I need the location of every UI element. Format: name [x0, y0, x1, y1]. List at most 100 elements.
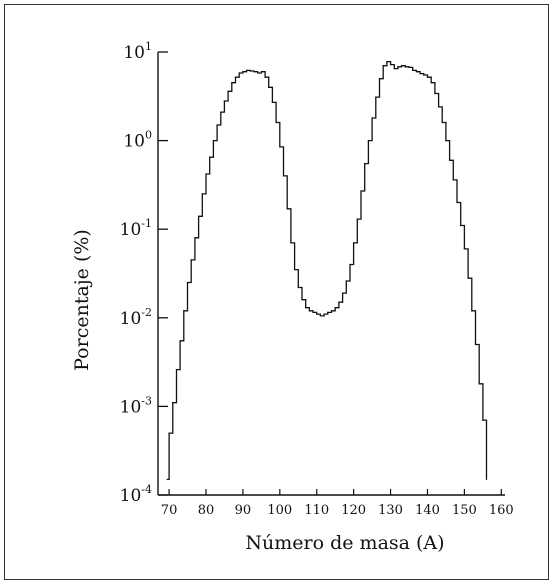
- x-tick-group: 70 80 90 100 110 120 130 140 150 160: [161, 489, 514, 518]
- data-point: [271, 101, 273, 103]
- data-point: [257, 72, 259, 74]
- data-point: [474, 343, 477, 346]
- data-point: [338, 301, 340, 303]
- y-tick-label-exponent: -1: [141, 217, 152, 230]
- data-point: [485, 478, 488, 480]
- data-point: [282, 175, 285, 177]
- x-tick-label: 110: [304, 503, 329, 518]
- y-tick-label-base: 10: [120, 397, 142, 417]
- y-tick-label-exponent: -3: [141, 394, 152, 407]
- data-point: [234, 76, 237, 78]
- y-tick-label-exponent: 1: [145, 40, 152, 53]
- data-point: [183, 310, 185, 312]
- x-axis-label: Número de masa (A): [245, 532, 444, 554]
- y-tick-label-base: 10: [120, 220, 142, 240]
- series-line: [167, 60, 488, 481]
- data-point: [390, 64, 392, 66]
- data-point: [327, 311, 329, 313]
- data-point: [415, 71, 417, 73]
- data-point: [249, 70, 251, 72]
- data-point: [209, 156, 211, 158]
- data-point: [231, 82, 233, 84]
- data-point: [430, 82, 432, 84]
- data-point: [364, 163, 366, 165]
- y-tick-label: 101: [123, 40, 152, 63]
- data-point: [246, 69, 248, 71]
- data-point: [378, 78, 381, 80]
- series-layer: [166, 60, 488, 481]
- x-tick-label: 130: [378, 503, 403, 518]
- x-tick-label: 90: [235, 503, 252, 518]
- data-point: [316, 313, 318, 315]
- y-tick-label-base: 10: [120, 486, 142, 506]
- y-tick-label: 10-2: [120, 306, 152, 329]
- data-point: [334, 307, 336, 309]
- x-tick-label: 140: [415, 503, 440, 518]
- data-point: [356, 218, 358, 220]
- y-tick-label: 100: [123, 129, 152, 152]
- axes: [157, 52, 505, 496]
- x-tick-label: 120: [341, 503, 366, 518]
- x-tick-label: 150: [452, 503, 477, 518]
- data-point: [463, 248, 465, 250]
- figure-frame: [4, 4, 549, 580]
- data-point: [242, 71, 244, 73]
- data-point: [375, 96, 377, 98]
- x-tick-label: 160: [489, 503, 514, 518]
- data-point: [460, 224, 462, 227]
- data-point: [290, 242, 292, 244]
- data-point: [216, 124, 218, 126]
- data-point: [166, 478, 168, 480]
- data-point: [482, 419, 484, 421]
- data-point: [404, 66, 406, 68]
- y-tick-label-base: 10: [123, 43, 145, 63]
- data-point: [305, 307, 307, 309]
- x-tick-label: 80: [198, 503, 215, 518]
- data-point: [393, 68, 395, 70]
- x-tick-label: 70: [161, 503, 178, 518]
- data-point: [238, 72, 240, 74]
- data-point: [371, 117, 373, 119]
- y-tick-label-exponent: -2: [141, 306, 152, 319]
- y-tick-label: 10-4: [120, 483, 152, 506]
- data-point: [353, 242, 355, 244]
- y-tick-label-exponent: 0: [145, 129, 152, 142]
- data-point: [286, 208, 288, 210]
- data-point: [190, 259, 192, 261]
- data-point: [168, 432, 170, 434]
- data-point: [198, 215, 200, 217]
- data-point: [419, 73, 421, 75]
- data-point: [179, 340, 181, 342]
- data-point: [452, 179, 454, 181]
- data-point: [478, 383, 480, 385]
- data-point: [223, 100, 225, 102]
- data-point: [345, 280, 347, 282]
- data-point: [397, 66, 399, 68]
- data-point: [330, 310, 333, 312]
- data-point: [301, 299, 303, 301]
- data-point: [367, 140, 369, 142]
- data-point: [201, 193, 203, 195]
- data-point: [175, 369, 178, 371]
- data-point: [227, 90, 229, 92]
- data-point: [342, 292, 344, 294]
- data-point: [438, 106, 440, 108]
- data-point: [205, 173, 207, 175]
- data-point: [275, 121, 277, 124]
- data-point: [386, 61, 388, 63]
- y-tick-label: 10-1: [120, 217, 152, 240]
- data-point: [253, 71, 255, 73]
- y-tick-label-base: 10: [120, 309, 142, 329]
- data-point: [426, 76, 429, 78]
- y-tick-label-exponent: -4: [141, 483, 152, 496]
- data-point: [323, 313, 325, 315]
- data-point: [319, 315, 321, 317]
- data-point: [294, 269, 296, 271]
- data-point: [401, 65, 403, 67]
- data-point: [441, 121, 443, 124]
- data-point: [186, 281, 189, 284]
- data-point: [212, 140, 214, 142]
- data-point: [471, 310, 473, 312]
- data-point: [260, 71, 262, 73]
